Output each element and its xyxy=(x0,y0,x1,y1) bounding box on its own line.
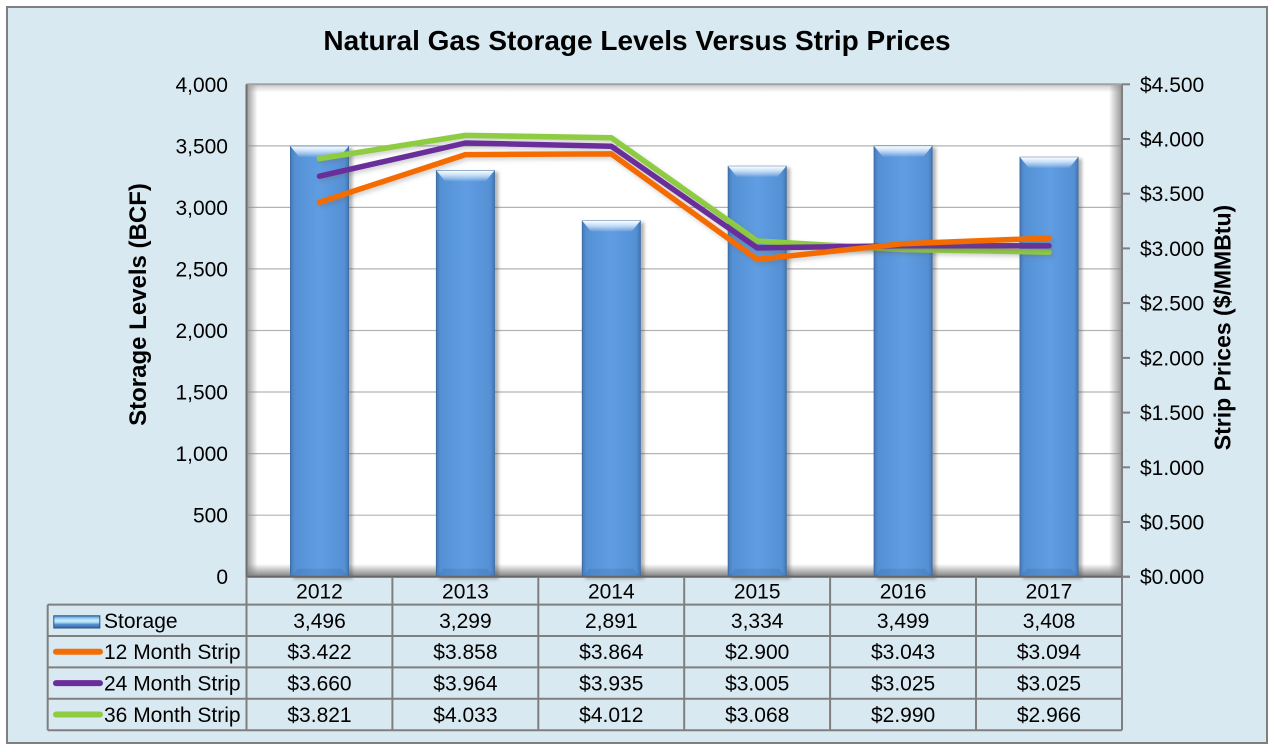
svg-text:3,408: 3,408 xyxy=(1023,610,1076,633)
svg-text:$0.500: $0.500 xyxy=(1140,512,1204,535)
svg-text:Strip Prices ($/MMBtu): Strip Prices ($/MMBtu) xyxy=(1210,205,1236,450)
svg-text:Storage: Storage xyxy=(104,610,178,633)
svg-text:$4.000: $4.000 xyxy=(1140,129,1204,152)
svg-text:Storage Levels (BCF): Storage Levels (BCF) xyxy=(125,183,152,426)
svg-text:$4.033: $4.033 xyxy=(433,704,497,727)
svg-text:3,000: 3,000 xyxy=(175,197,228,220)
svg-text:$4.012: $4.012 xyxy=(579,704,643,727)
svg-text:$3.068: $3.068 xyxy=(725,704,789,727)
svg-text:$3.500: $3.500 xyxy=(1140,183,1204,206)
svg-text:$2.900: $2.900 xyxy=(725,641,789,664)
svg-text:2,891: 2,891 xyxy=(585,610,638,633)
svg-text:$3.964: $3.964 xyxy=(433,673,498,696)
svg-text:$0.000: $0.000 xyxy=(1140,566,1204,589)
svg-text:$3.043: $3.043 xyxy=(871,641,935,664)
svg-text:36 Month Strip: 36 Month Strip xyxy=(104,704,241,727)
svg-text:$3.858: $3.858 xyxy=(433,641,497,664)
svg-text:$2.990: $2.990 xyxy=(871,704,935,727)
svg-text:$1.000: $1.000 xyxy=(1140,457,1204,480)
svg-text:$1.500: $1.500 xyxy=(1140,402,1204,425)
svg-text:2,500: 2,500 xyxy=(175,258,228,281)
svg-text:$3.005: $3.005 xyxy=(725,673,789,696)
svg-text:$3.094: $3.094 xyxy=(1017,641,1082,664)
svg-text:2015: 2015 xyxy=(734,581,781,604)
svg-text:$3.935: $3.935 xyxy=(579,673,643,696)
svg-text:$3.821: $3.821 xyxy=(287,704,351,727)
svg-text:$3.000: $3.000 xyxy=(1140,238,1204,261)
svg-text:3,496: 3,496 xyxy=(293,610,346,633)
svg-text:$3.660: $3.660 xyxy=(287,673,351,696)
svg-text:2017: 2017 xyxy=(1026,581,1073,604)
svg-text:2016: 2016 xyxy=(880,581,927,604)
svg-text:3,299: 3,299 xyxy=(439,610,492,633)
svg-text:$2.500: $2.500 xyxy=(1140,293,1204,316)
svg-text:2014: 2014 xyxy=(588,581,635,604)
svg-text:3,334: 3,334 xyxy=(731,610,784,633)
svg-text:500: 500 xyxy=(193,505,228,528)
svg-text:$2.966: $2.966 xyxy=(1017,704,1081,727)
svg-text:3,499: 3,499 xyxy=(877,610,930,633)
svg-text:1,500: 1,500 xyxy=(175,382,228,405)
svg-text:3,500: 3,500 xyxy=(175,135,228,158)
svg-text:2,000: 2,000 xyxy=(175,320,228,343)
svg-text:$4.500: $4.500 xyxy=(1140,74,1204,97)
svg-text:12 Month Strip: 12 Month Strip xyxy=(104,641,241,664)
svg-text:2012: 2012 xyxy=(296,581,343,604)
svg-text:4,000: 4,000 xyxy=(175,74,228,97)
svg-text:2013: 2013 xyxy=(442,581,489,604)
svg-text:$2.000: $2.000 xyxy=(1140,347,1204,370)
svg-text:$3.422: $3.422 xyxy=(287,641,351,664)
svg-text:24 Month Strip: 24 Month Strip xyxy=(104,673,241,696)
svg-text:Natural Gas Storage Levels Ver: Natural Gas Storage Levels Versus Strip … xyxy=(323,25,950,56)
svg-text:0: 0 xyxy=(216,566,228,589)
svg-text:$3.025: $3.025 xyxy=(871,673,935,696)
svg-text:$3.864: $3.864 xyxy=(579,641,644,664)
svg-text:1,000: 1,000 xyxy=(175,443,228,466)
svg-text:$3.025: $3.025 xyxy=(1017,673,1081,696)
